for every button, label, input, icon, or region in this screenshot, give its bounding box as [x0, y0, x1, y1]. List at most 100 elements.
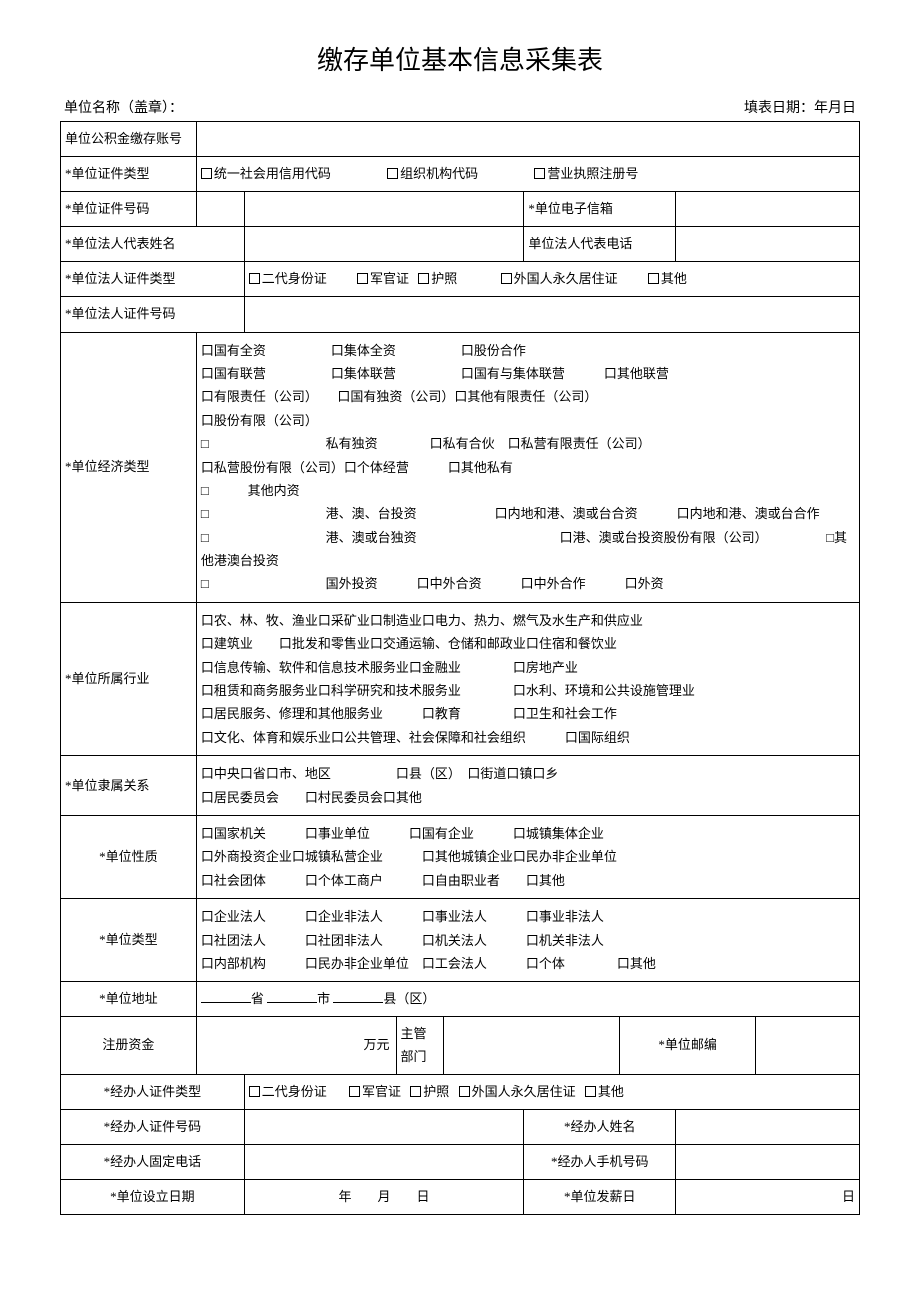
- field-agent-mobile[interactable]: [676, 1144, 860, 1179]
- header-left: 单位名称（盖章）：: [64, 97, 183, 117]
- label-zip: *单位邮编: [620, 1017, 756, 1074]
- field-econ-type[interactable]: 口国有全资 口集体全资 口股份合作 口国有联营 口集体联营 口国有与集体联营 口…: [196, 332, 859, 602]
- field-relation[interactable]: 口中央口省口市、地区 口县（区） 口街道口镇口乡 口居民委员会 口村民委员会口其…: [196, 756, 859, 816]
- field-agent-tel[interactable]: [244, 1144, 524, 1179]
- label-agent-cert-type: *经办人证件类型: [61, 1074, 245, 1109]
- table-row: *单位证件类型 统一社会用信用代码 组织机构代码 营业执照注册号: [61, 157, 860, 192]
- field-est-date[interactable]: 年 月 日: [244, 1179, 524, 1214]
- opt-label: 护照: [423, 1084, 449, 1099]
- label-address: *单位地址: [61, 982, 197, 1017]
- table-row: *经办人固定电话 *经办人手机号码: [61, 1144, 860, 1179]
- label-agent-mobile: *经办人手机号码: [524, 1144, 676, 1179]
- table-row: *单位类型 口企业法人 口企业非法人 口事业法人 口事业非法人 口社团法人 口社…: [61, 899, 860, 982]
- field-zip[interactable]: [756, 1017, 860, 1074]
- opt-label: 外国人永久居住证: [514, 271, 618, 286]
- table-row: *单位性质 口国家机关 口事业单位 口国有企业 口城镇集体企业 口外商投资企业口…: [61, 815, 860, 898]
- label-account: 单位公积金缴存账号: [61, 122, 197, 157]
- underline[interactable]: [333, 990, 383, 1003]
- label-legal-cert-type: *单位法人证件类型: [61, 262, 245, 297]
- field-dept[interactable]: [444, 1017, 620, 1074]
- checkbox-icon[interactable]: [534, 168, 545, 179]
- field-pay-day[interactable]: 日: [676, 1179, 860, 1214]
- opt-label: 其他: [598, 1084, 624, 1099]
- label-cert-type: *单位证件类型: [61, 157, 197, 192]
- opt-label: 二代身份证: [262, 1084, 327, 1099]
- field-agent-cert-type[interactable]: 二代身份证 军官证 护照 外国人永久居住证 其他: [244, 1074, 859, 1109]
- field-reg-capital[interactable]: 万元: [196, 1017, 396, 1074]
- table-row: *单位设立日期 年 月 日 *单位发薪日 日: [61, 1179, 860, 1214]
- field-email[interactable]: [676, 192, 860, 227]
- opt-label: 护照: [431, 271, 457, 286]
- unit-text: 省: [251, 991, 264, 1006]
- label-pay-day: *单位发薪日: [524, 1179, 676, 1214]
- label-legal-phone: 单位法人代表电话: [524, 227, 676, 262]
- field-blank[interactable]: [196, 192, 244, 227]
- table-row: *单位法人代表姓名 单位法人代表电话: [61, 227, 860, 262]
- opt-label: 其他: [661, 271, 687, 286]
- table-row: *经办人证件号码 *经办人姓名: [61, 1109, 860, 1144]
- table-row: *单位地址 省 市 县（区）: [61, 982, 860, 1017]
- checkbox-icon[interactable]: [648, 273, 659, 284]
- header-right: 填表日期：年月日: [744, 97, 856, 117]
- field-agent-name[interactable]: [676, 1109, 860, 1144]
- field-legal-phone[interactable]: [676, 227, 860, 262]
- field-agent-cert-no[interactable]: [244, 1109, 524, 1144]
- opt-label: 军官证: [362, 1084, 401, 1099]
- label-econ-type: *单位经济类型: [61, 332, 197, 602]
- checkbox-icon[interactable]: [410, 1086, 421, 1097]
- page-title: 缴存单位基本信息采集表: [60, 40, 860, 77]
- label-legal-cert-no: *单位法人证件号码: [61, 297, 245, 332]
- opt-label: 二代身份证: [262, 271, 327, 286]
- table-row: *单位证件号码 *单位电子信箱: [61, 192, 860, 227]
- field-nature[interactable]: 口国家机关 口事业单位 口国有企业 口城镇集体企业 口外商投资企业口城镇私营企业…: [196, 815, 859, 898]
- field-cert-type[interactable]: 统一社会用信用代码 组织机构代码 营业执照注册号: [196, 157, 859, 192]
- opt-label: 统一社会用信用代码: [214, 166, 331, 181]
- checkbox-icon[interactable]: [501, 273, 512, 284]
- table-row: *单位经济类型 口国有全资 口集体全资 口股份合作 口国有联营 口集体联营 口国…: [61, 332, 860, 602]
- field-industry[interactable]: 口农、林、牧、渔业口采矿业口制造业口电力、热力、燃气及水生产和供应业 口建筑业 …: [196, 602, 859, 755]
- label-dept: 主管部门: [396, 1017, 444, 1074]
- label-cert-no: *单位证件号码: [61, 192, 197, 227]
- field-legal-name[interactable]: [244, 227, 524, 262]
- checkbox-icon[interactable]: [249, 1086, 260, 1097]
- field-legal-cert-no[interactable]: [244, 297, 859, 332]
- table-row: 注册资金 万元 主管部门 *单位邮编: [61, 1017, 860, 1074]
- checkbox-icon[interactable]: [349, 1086, 360, 1097]
- label-unit-type: *单位类型: [61, 899, 197, 982]
- opt-label: 外国人永久居住证: [472, 1084, 576, 1099]
- table-row: *单位法人证件号码: [61, 297, 860, 332]
- field-address[interactable]: 省 市 县（区）: [196, 982, 859, 1017]
- underline[interactable]: [267, 990, 317, 1003]
- label-email: *单位电子信箱: [524, 192, 676, 227]
- field-account[interactable]: [196, 122, 859, 157]
- unit-text: 县（区）: [383, 991, 435, 1006]
- form-table: 单位公积金缴存账号 *单位证件类型 统一社会用信用代码 组织机构代码 营业执照注…: [60, 121, 860, 1215]
- checkbox-icon[interactable]: [201, 168, 212, 179]
- field-unit-type[interactable]: 口企业法人 口企业非法人 口事业法人 口事业非法人 口社团法人 口社团非法人 口…: [196, 899, 859, 982]
- field-legal-cert-type[interactable]: 二代身份证 军官证 护照 外国人永久居住证 其他: [244, 262, 859, 297]
- checkbox-icon[interactable]: [418, 273, 429, 284]
- label-relation: *单位隶属关系: [61, 756, 197, 816]
- label-nature: *单位性质: [61, 815, 197, 898]
- checkbox-icon[interactable]: [249, 273, 260, 284]
- underline[interactable]: [201, 990, 251, 1003]
- label-reg-capital: 注册资金: [61, 1017, 197, 1074]
- label-agent-name: *经办人姓名: [524, 1109, 676, 1144]
- opt-label: 军官证: [370, 271, 409, 286]
- checkbox-icon[interactable]: [387, 168, 398, 179]
- table-row: 单位公积金缴存账号: [61, 122, 860, 157]
- label-agent-cert-no: *经办人证件号码: [61, 1109, 245, 1144]
- checkbox-icon[interactable]: [585, 1086, 596, 1097]
- table-row: *单位隶属关系 口中央口省口市、地区 口县（区） 口街道口镇口乡 口居民委员会 …: [61, 756, 860, 816]
- header-row: 单位名称（盖章）： 填表日期：年月日: [60, 97, 860, 117]
- table-row: *单位所属行业 口农、林、牧、渔业口采矿业口制造业口电力、热力、燃气及水生产和供…: [61, 602, 860, 755]
- label-agent-tel: *经办人固定电话: [61, 1144, 245, 1179]
- checkbox-icon[interactable]: [459, 1086, 470, 1097]
- checkbox-icon[interactable]: [357, 273, 368, 284]
- label-legal-name: *单位法人代表姓名: [61, 227, 245, 262]
- field-cert-no[interactable]: [244, 192, 524, 227]
- opt-label: 营业执照注册号: [547, 166, 638, 181]
- label-industry: *单位所属行业: [61, 602, 197, 755]
- label-est-date: *单位设立日期: [61, 1179, 245, 1214]
- opt-label: 组织机构代码: [400, 166, 478, 181]
